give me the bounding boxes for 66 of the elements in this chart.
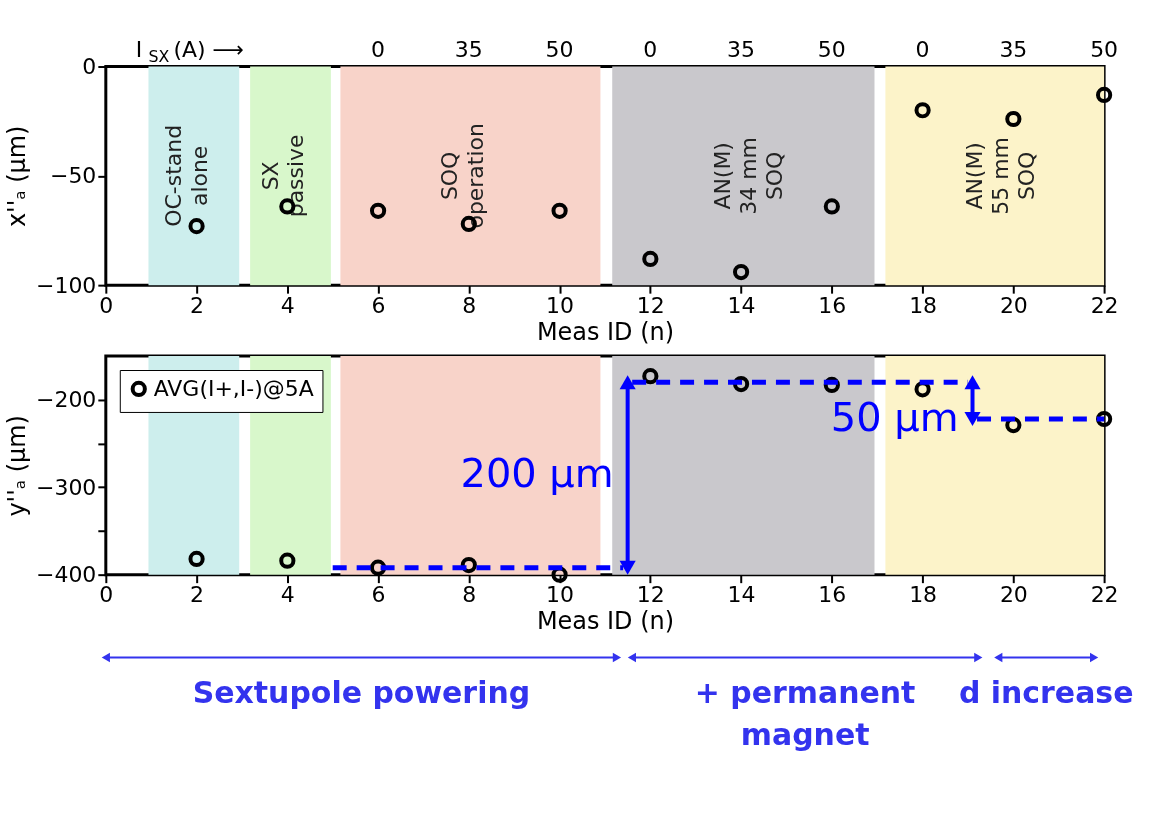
x-tick-label: 16: [818, 292, 847, 318]
x-tick-label: 8: [462, 582, 477, 608]
y-tick-label: −400: [36, 562, 97, 588]
y-axis-title: y''ₐ (µm): [3, 415, 32, 517]
text: 35: [999, 36, 1028, 62]
band-label: AN(M) 34 mm SOQ: [710, 137, 788, 215]
y-axis-title: x''ₐ (µm): [3, 125, 32, 228]
x-tick-label: 2: [190, 292, 205, 318]
y-tick-label: −300: [36, 474, 97, 500]
x-tick-label: 4: [280, 582, 295, 608]
x-tick-label: 22: [1090, 582, 1119, 608]
x-axis-title: Meas ID (n): [536, 317, 675, 346]
x-tick-label: 10: [546, 582, 575, 608]
band-label: SX passive: [257, 134, 309, 218]
point: [369, 202, 387, 219]
text: 35: [727, 36, 756, 62]
x-tick-label: 18: [909, 292, 938, 318]
annotation: 200 µm: [460, 449, 614, 496]
annotation: 50 µm: [830, 393, 959, 440]
point: [1005, 110, 1022, 128]
x-tick-label: 8: [462, 292, 477, 318]
x-tick-label: 14: [727, 582, 756, 608]
x-tick-label: 20: [999, 582, 1028, 608]
legend-label: AVG(I+,I-)@5A: [153, 375, 314, 401]
y-tick-label: 0: [82, 54, 97, 80]
point: [188, 550, 205, 568]
x-tick-label: 12: [636, 582, 665, 608]
x-tick-label: 14: [727, 292, 756, 318]
x-tick-label: 6: [371, 582, 386, 608]
band-label: OC-stand alone: [160, 124, 212, 227]
x-tick-label: 20: [999, 292, 1028, 318]
point: [188, 218, 205, 235]
point: [914, 102, 931, 119]
text: 0: [371, 36, 386, 62]
x-tick-label: 4: [280, 292, 295, 318]
point: [279, 552, 296, 569]
text: d increase: [958, 675, 1134, 711]
point: [732, 263, 750, 281]
point: [823, 198, 840, 215]
text: 50: [817, 36, 846, 62]
x-tick-label: 6: [371, 292, 386, 318]
y-tick-label: −50: [49, 163, 97, 189]
x-axis-title: Meas ID (n): [536, 607, 675, 636]
x-tick-label: 18: [909, 582, 938, 608]
x-tick-label: 22: [1090, 292, 1119, 318]
x-tick-label: 0: [99, 292, 114, 318]
y-tick-label: −200: [36, 387, 97, 413]
x-tick-label: 10: [546, 292, 575, 318]
x-tick-label: 12: [636, 292, 665, 318]
point: [642, 368, 659, 385]
point: [642, 250, 659, 268]
text: 0: [643, 36, 658, 62]
text: 50: [545, 36, 574, 62]
text: 50: [1090, 36, 1119, 62]
text: 35: [454, 36, 483, 62]
y-tick-label: −100: [36, 272, 97, 298]
x-tick-label: 0: [99, 582, 114, 608]
x-tick-label: 16: [818, 582, 847, 608]
text: 0: [915, 36, 930, 62]
band-label: AN(M) 55 mm SOQ: [961, 137, 1039, 215]
point: [551, 202, 568, 219]
point: [1095, 86, 1113, 104]
text: Sextupole powering: [192, 675, 531, 711]
x-tick-label: 2: [190, 582, 205, 608]
text: + permanent magnet: [694, 675, 916, 753]
band-label: SOQ operation: [437, 123, 489, 229]
